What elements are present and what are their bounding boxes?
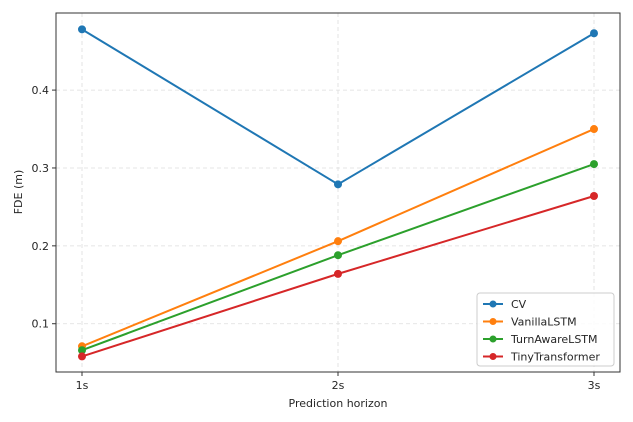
y-axis-label: FDE (m) <box>12 170 25 215</box>
data-point-marker <box>334 269 342 278</box>
data-point-marker <box>78 346 86 355</box>
data-point-marker <box>78 352 86 361</box>
legend-label: VanillaLSTM <box>511 316 577 329</box>
y-tick-label: 0.1 <box>32 318 50 331</box>
legend-item: TinyTransformer <box>483 351 600 364</box>
y-tick-label: 0.2 <box>32 240 50 253</box>
data-point-marker <box>334 237 342 246</box>
series-tinytransformer <box>78 192 598 361</box>
data-point-marker <box>590 192 598 201</box>
x-axis-ticks: 1s 2s 3s <box>76 372 601 392</box>
legend-item: CV <box>483 298 527 311</box>
legend-label: TinyTransformer <box>510 351 600 364</box>
x-axis-label: Prediction horizon <box>289 397 388 410</box>
legend-marker-icon <box>489 318 497 325</box>
x-tick-label: 1s <box>76 379 89 392</box>
y-tick-label: 0.3 <box>32 162 50 175</box>
legend-label: TurnAwareLSTM <box>510 333 598 346</box>
y-tick-label: 0.4 <box>32 84 50 97</box>
legend-marker-icon <box>489 353 497 360</box>
data-point-marker <box>590 29 598 38</box>
series-turnawarelstm <box>78 160 598 355</box>
y-axis-ticks: 0.1 0.2 0.3 0.4 <box>32 84 56 331</box>
data-point-marker <box>590 125 598 134</box>
legend: CV VanillaLSTM TurnAwareLSTM TinyTransforme… <box>476 292 615 367</box>
data-point-marker <box>590 160 598 169</box>
x-tick-label: 2s <box>332 379 345 392</box>
legend-item: TurnAwareLSTM <box>483 333 598 346</box>
legend-frame <box>476 292 615 367</box>
data-point-marker <box>334 251 342 260</box>
legend-marker-icon <box>489 335 497 343</box>
series-cv <box>78 25 598 189</box>
legend-label: CV <box>511 298 527 311</box>
series-lines <box>78 25 598 361</box>
data-point-marker <box>334 180 342 189</box>
legend-item: VanillaLSTM <box>483 316 577 329</box>
legend-marker-icon <box>489 300 497 308</box>
x-tick-label: 3s <box>588 379 601 392</box>
data-point-marker <box>78 25 86 34</box>
